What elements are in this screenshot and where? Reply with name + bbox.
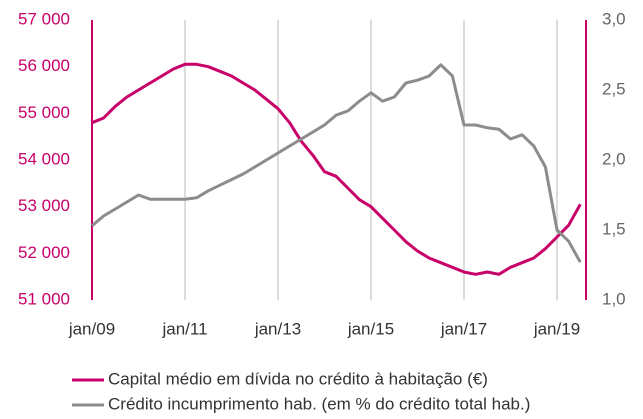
x-tick-label: jan/17 (440, 319, 487, 338)
legend-label: Crédito incumprimento hab. (em % do créd… (108, 394, 530, 413)
x-tick-label: jan/19 (533, 319, 580, 338)
y-tick-label: 53 000 (18, 196, 70, 215)
x-tick-label: jan/13 (254, 319, 301, 338)
legend-label: Capital médio em dívida no crédito à hab… (108, 369, 488, 388)
y2-tick-label: 2,5 (602, 79, 626, 98)
line-series (91, 62, 582, 276)
x-tick-label: jan/15 (347, 319, 394, 338)
y-tick-label: 56 000 (18, 56, 70, 75)
y2-tick-label: 3,0 (602, 9, 626, 28)
y2-tick-label: 1,0 (602, 289, 626, 308)
y-tick-label: 54 000 (18, 149, 70, 168)
line-series (91, 63, 582, 263)
y-tick-label: 57 000 (18, 9, 70, 28)
y-tick-label: 51 000 (18, 289, 70, 308)
y-tick-label: 55 000 (18, 103, 70, 122)
y2-tick-label: 1,5 (602, 219, 626, 238)
x-tick-label: jan/11 (161, 319, 207, 338)
y2-tick-label: 2,0 (602, 149, 626, 168)
y-tick-label: 52 000 (18, 243, 70, 262)
x-tick-label: jan/09 (68, 319, 115, 338)
